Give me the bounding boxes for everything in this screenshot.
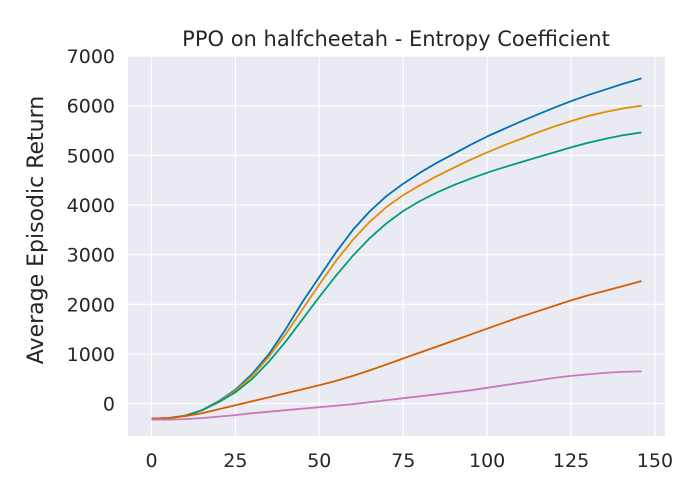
plot-background — [128, 56, 665, 436]
x-tick-label: 25 — [223, 450, 247, 472]
y-tick-label: 1000 — [67, 344, 115, 366]
y-tick-label: 2000 — [67, 294, 115, 316]
x-tick-label: 125 — [553, 450, 589, 472]
series-orange-line — [151, 104, 642, 420]
x-tick-label: 0 — [145, 450, 157, 472]
y-tick-label: 6000 — [67, 96, 115, 118]
chart-title: PPO on halfcheetah - Entropy Coefficient — [182, 27, 610, 51]
y-tick-label: 0 — [103, 394, 115, 416]
y-tick-labels: 0 1000 2000 3000 4000 5000 6000 7000 — [67, 46, 115, 416]
x-tick-label: 100 — [469, 450, 505, 472]
series-lines — [151, 77, 642, 421]
x-tick-label: 150 — [637, 450, 673, 472]
x-tick-label: 50 — [307, 450, 331, 472]
y-tick-label: 7000 — [67, 46, 115, 68]
grid-lines — [128, 55, 665, 436]
y-tick-label: 5000 — [67, 145, 115, 167]
x-tick-labels: 0 25 50 75 100 125 150 — [145, 450, 673, 472]
y-tick-label: 3000 — [67, 245, 115, 267]
x-tick-label: 75 — [391, 450, 415, 472]
series-pink-line — [151, 370, 642, 421]
series-green-line — [151, 131, 642, 420]
series-red-line — [151, 280, 642, 420]
y-axis-label: Average Episodic Return — [24, 96, 49, 364]
y-tick-label: 4000 — [67, 195, 115, 217]
